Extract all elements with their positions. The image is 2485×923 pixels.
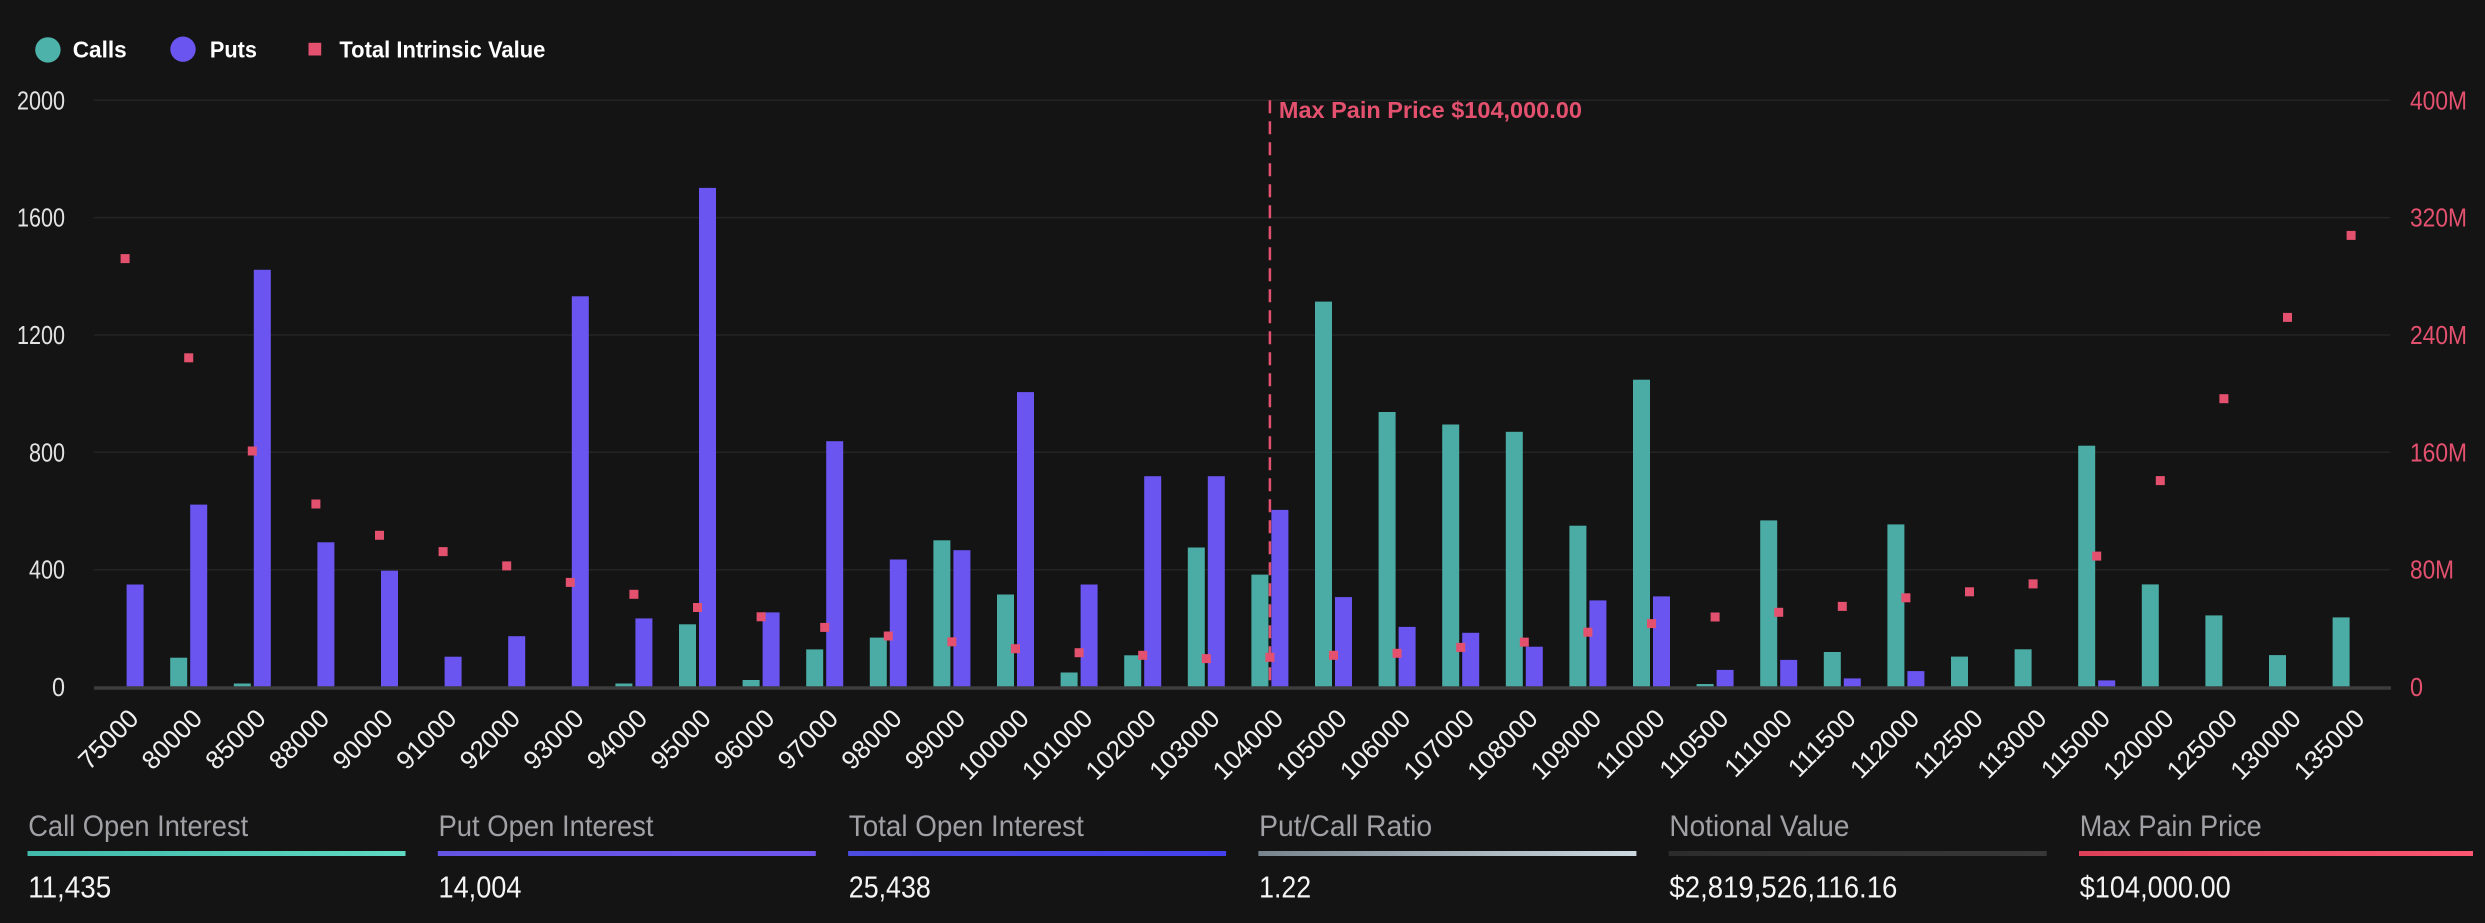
svg-text:0: 0 (52, 672, 65, 702)
svg-text:Notional Value: Notional Value (1669, 810, 1849, 843)
svg-text:Put/Call Ratio: Put/Call Ratio (1259, 810, 1432, 843)
svg-text:400M: 400M (2410, 85, 2467, 115)
svg-text:25,438: 25,438 (849, 870, 931, 905)
svg-text:1200: 1200 (17, 320, 65, 350)
svg-text:Put Open Interest: Put Open Interest (439, 810, 655, 843)
svg-text:800: 800 (29, 437, 65, 467)
svg-text:Max Pain Price: Max Pain Price (2080, 810, 2262, 843)
svg-text:240M: 240M (2410, 320, 2467, 350)
svg-text:2000: 2000 (17, 85, 65, 115)
svg-text:160M: 160M (2410, 437, 2467, 467)
svg-text:Max Pain Price $104,000.00: Max Pain Price $104,000.00 (1279, 97, 1582, 123)
svg-text:400: 400 (29, 555, 65, 585)
svg-text:$104,000.00: $104,000.00 (2080, 870, 2231, 905)
svg-text:0: 0 (2410, 672, 2423, 702)
svg-text:$2,819,526,116.16: $2,819,526,116.16 (1669, 870, 1897, 905)
svg-text:Call Open Interest: Call Open Interest (28, 810, 249, 843)
svg-text:Calls: Calls (73, 37, 127, 63)
svg-text:Total Intrinsic Value: Total Intrinsic Value (339, 37, 545, 63)
svg-text:14,004: 14,004 (439, 870, 522, 905)
svg-text:Puts: Puts (210, 37, 257, 63)
svg-text:11,435: 11,435 (28, 870, 111, 905)
svg-text:80M: 80M (2410, 555, 2454, 585)
svg-text:1.22: 1.22 (1259, 870, 1311, 905)
svg-text:320M: 320M (2410, 203, 2467, 233)
svg-text:Total Open Interest: Total Open Interest (849, 810, 1085, 843)
svg-text:1600: 1600 (17, 203, 65, 233)
